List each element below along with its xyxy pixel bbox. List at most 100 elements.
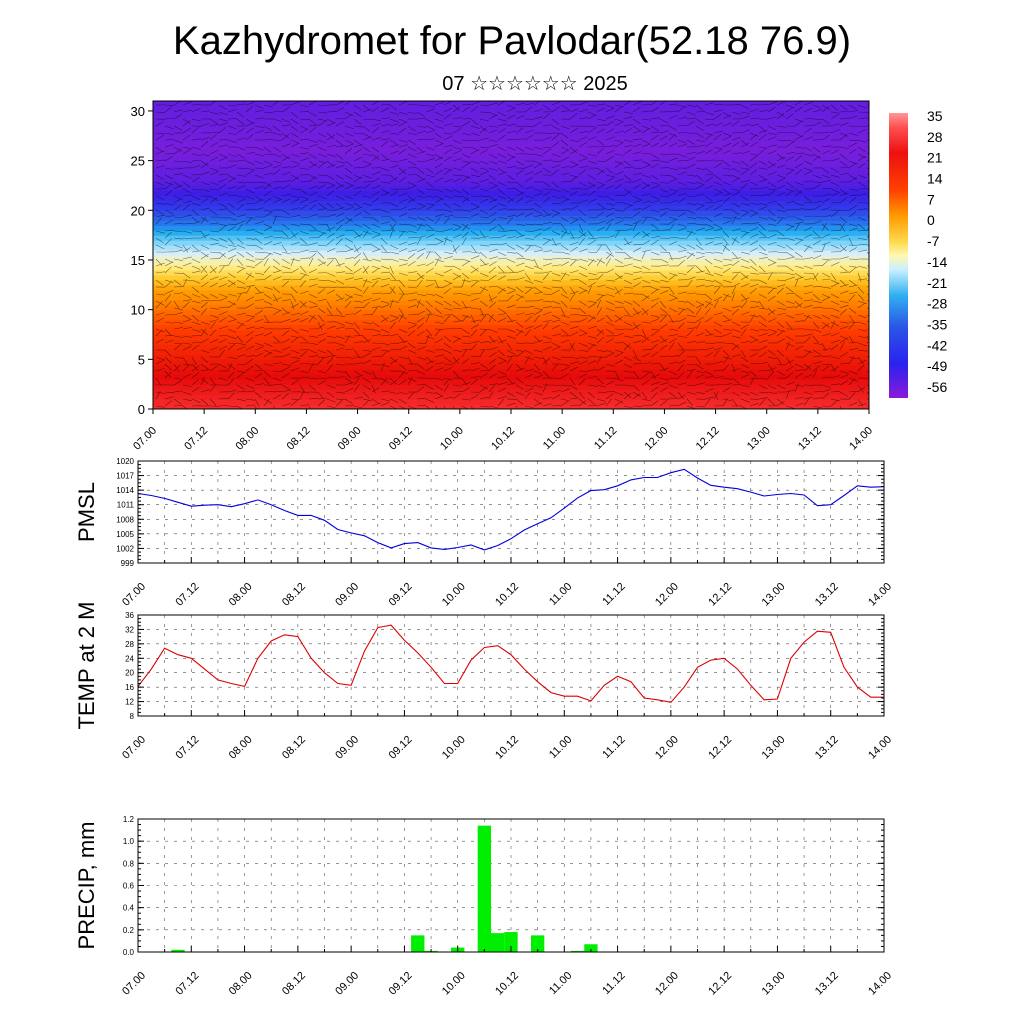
wind-vector [524,305,534,309]
wind-vector [209,209,218,216]
wind-vector [605,195,614,201]
wind-vector [407,391,415,400]
wind-vector [731,251,739,259]
wind-vector [254,109,264,113]
wind-vector [740,391,750,396]
wind-vector [740,349,746,358]
wind-vector [497,160,507,164]
wind-vector [362,251,368,260]
wind-vector [713,223,723,229]
wind-vector [587,300,597,303]
wind-vector [272,169,281,176]
wind-vector [353,328,361,336]
wind-vector [398,148,407,155]
wind-vector [758,206,768,211]
wind-vector [695,132,704,138]
wind-vector [632,118,641,125]
wind-vector [407,405,417,409]
wind-vector [524,312,534,316]
wind-vector [254,398,260,407]
wind-vector [506,391,515,397]
wind-vector [155,405,165,408]
wind-vector [173,222,183,225]
wind-vector [686,279,693,288]
wind-vector [650,216,660,222]
wind-vector [722,363,730,372]
wind-vector [182,301,190,309]
wind-vector [569,313,579,316]
wind-vector [488,256,498,260]
wind-vector [407,242,417,246]
wind-vector [749,265,758,272]
wind-vector [371,280,379,288]
wind-vector [722,267,731,274]
wind-vector [605,380,615,386]
wind-vector [794,265,804,269]
wind-vector [632,159,642,162]
wind-vector [740,150,750,155]
wind-vector [668,114,678,120]
wind-vector [596,184,605,190]
wind-vector [371,177,381,183]
colorbar-label: 7 [927,191,935,207]
wind-vector [308,127,317,134]
wind-vector [668,328,678,331]
wind-vector [281,134,290,141]
wind-vector [443,113,452,120]
wind-vector [209,156,219,162]
wind-vector [191,293,201,298]
wind-vector [425,384,434,390]
wind-vector [866,124,869,127]
wind-vector [326,233,335,239]
wind-vector [281,280,289,288]
wind-vector [533,363,541,371]
wind-vector [650,279,660,283]
wind-vector [245,326,255,330]
wind-vector [299,188,308,195]
wind-vector [227,118,238,120]
wind-vector [470,106,479,113]
wind-vector [164,356,172,364]
wind-vector [767,144,777,148]
wind-vector [344,113,353,120]
wind-vector [362,266,370,274]
wind-vector [398,192,408,197]
wind-vector [290,230,297,239]
wind-vector [515,181,524,188]
wind-vector [731,282,741,288]
wind-vector [785,272,795,276]
wind-vector [857,208,867,211]
wind-vector [407,324,417,330]
wind-vector [488,226,497,232]
wind-vector [749,247,758,253]
wind-vector [308,335,318,338]
wind-vector [839,337,848,344]
wind-vector [821,314,831,320]
wind-vector [227,314,236,320]
wind-vector [155,146,164,153]
wind-vector [434,101,444,106]
wind-vector [191,286,200,293]
wind-vector [335,279,345,285]
wind-vector [641,321,651,324]
wind-vector [254,383,264,386]
wind-vector [344,216,353,222]
wind-vector [290,251,300,254]
wind-vector [614,118,624,123]
wind-vector [668,274,677,281]
wind-vector [785,225,794,232]
wind-vector [335,145,345,148]
wind-vector [470,314,476,324]
wind-vector [542,311,552,316]
wind-vector [605,398,612,407]
wind-vector [317,279,327,281]
wind-vector [200,137,210,141]
wind-vector [362,183,371,190]
wind-vector [407,185,417,190]
wind-vector [200,377,209,384]
wind-vector [317,399,325,407]
wind-vector [767,363,774,372]
wind-vector [542,181,551,187]
wind-vector [668,241,678,246]
wind-vector [587,216,598,218]
